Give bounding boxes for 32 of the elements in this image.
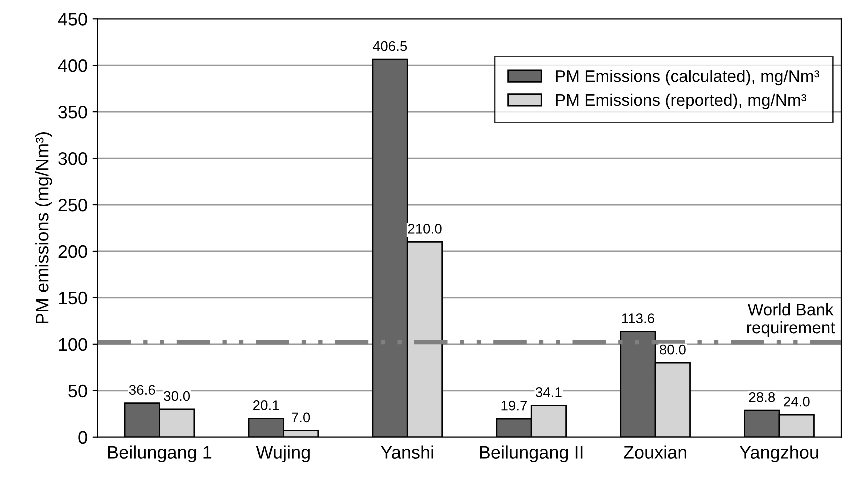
data-label: 19.7 xyxy=(502,400,528,411)
x-tick-label: Yangzhou xyxy=(740,446,818,463)
x-tick-label: Yanshi xyxy=(381,446,434,459)
y-tick-label: 0 xyxy=(78,431,88,444)
y-tick-label: 200 xyxy=(58,245,88,258)
y-tick-label: 50 xyxy=(68,384,88,398)
data-label: 406.5 xyxy=(373,41,408,52)
data-label: 30.0 xyxy=(164,391,190,402)
ref-line-label: World Bank requirement xyxy=(747,304,836,337)
data-label: 20.1 xyxy=(254,400,280,410)
data-label: 7.0 xyxy=(292,412,310,423)
y-tick-label: 150 xyxy=(59,292,88,305)
legend-label: PM Emissions (reported), mg/Nm³ xyxy=(556,94,807,110)
y-tick-label: 450 xyxy=(58,13,88,26)
data-label: 113.6 xyxy=(622,314,654,324)
data-label: 28.8 xyxy=(749,392,776,402)
y-tick-label: 350 xyxy=(58,106,88,119)
y-axis-title: PM emissions (mg/Nm³) xyxy=(36,132,52,324)
data-label: 24.0 xyxy=(784,396,810,407)
y-tick-label: 100 xyxy=(59,338,88,352)
x-tick-label: Zouxian xyxy=(624,446,687,459)
data-label: 34.1 xyxy=(536,388,562,398)
y-tick-label: 250 xyxy=(58,198,88,212)
data-label: 210.0 xyxy=(408,224,442,234)
y-tick-label: 300 xyxy=(58,152,88,166)
x-tick-label: Beilungang II xyxy=(480,446,583,463)
x-tick-label: Wujing xyxy=(256,446,310,463)
legend-label: PM Emissions (calculated), mg/Nm³ xyxy=(556,70,820,86)
data-label: 36.6 xyxy=(129,385,156,396)
y-tick-label: 400 xyxy=(58,60,88,72)
x-tick-label: Beilungang 1 xyxy=(108,446,212,463)
data-label: 80.0 xyxy=(660,344,686,355)
